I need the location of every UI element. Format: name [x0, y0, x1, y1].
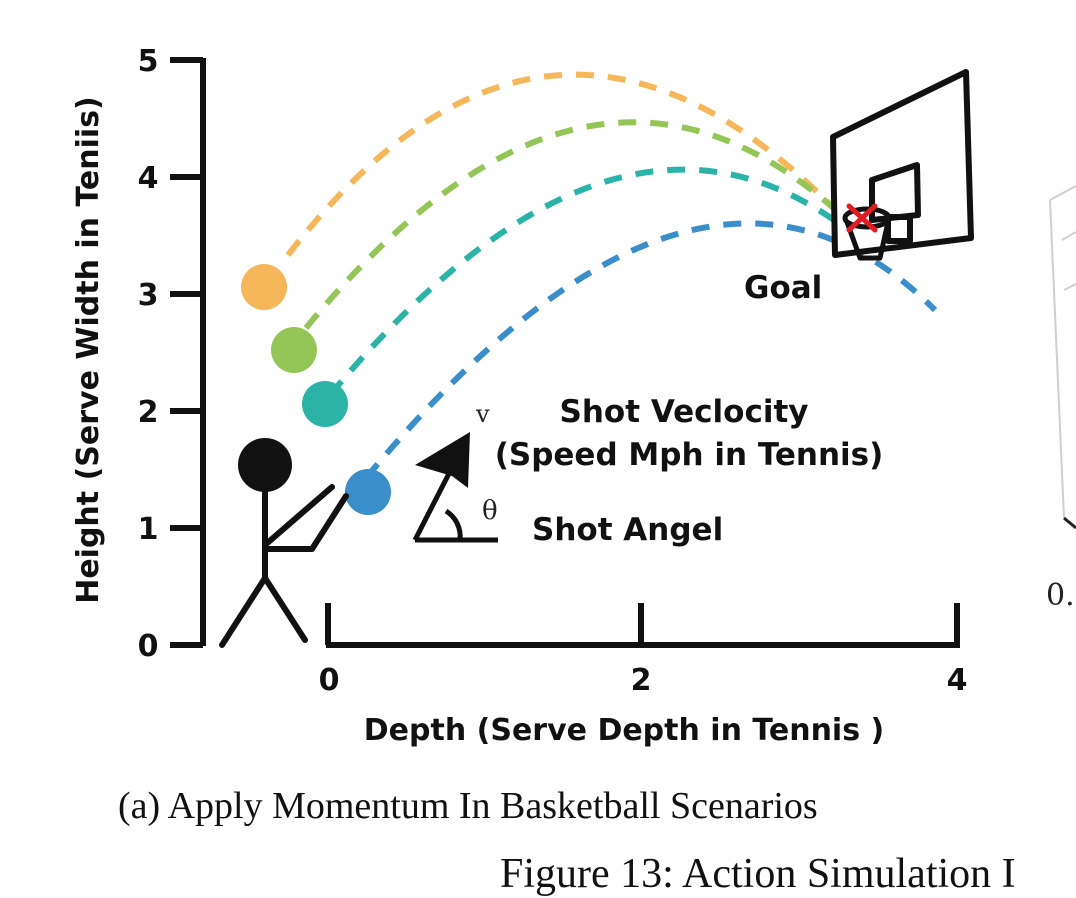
x-tick-label: 4 [947, 663, 968, 698]
velocity-arrow-head [415, 432, 470, 488]
y-tick-label: 4 [138, 161, 159, 196]
y-axis [170, 57, 206, 648]
y-tick-label: 1 [138, 512, 159, 547]
trajectory-green [303, 119, 865, 330]
net [844, 221, 891, 261]
right-panel-tick-label: 0. [1046, 578, 1075, 613]
balls [241, 264, 391, 515]
y-tick-labels: 5 4 3 2 1 0 [138, 44, 159, 664]
target-x-icon [846, 203, 878, 233]
trajectory-orange [285, 71, 853, 257]
goal-label: Goal [744, 270, 822, 306]
ball-green [271, 327, 317, 373]
basketball-hoop [830, 69, 974, 261]
subfigure-caption: (a) Apply Momentum In Basketball Scenari… [118, 785, 818, 827]
right-panel-tick [1063, 516, 1076, 530]
ball-blue [345, 469, 391, 515]
velocity-label: Shot Veclocity [560, 394, 809, 430]
right-panel-fragment [1049, 185, 1076, 519]
rim [842, 206, 892, 230]
x-axis-label: Depth (Serve Depth in Tennis ) [364, 713, 884, 748]
stick-figure-player [219, 438, 349, 648]
y-tick-label: 0 [138, 629, 159, 664]
y-tick-label: 5 [138, 44, 159, 79]
x-tick-label: 2 [631, 663, 652, 698]
v-symbol: v [475, 400, 490, 428]
x-axis [325, 603, 960, 648]
x-tick-labels: 0 2 4 [319, 663, 968, 698]
ball-teal [302, 381, 348, 427]
trajectory-blue [363, 220, 938, 480]
ball-orange [241, 264, 287, 310]
angle-label: Shot Angel [532, 512, 723, 548]
x-tick-label: 0 [319, 663, 340, 698]
y-tick-label: 3 [138, 278, 159, 313]
y-tick-label: 2 [138, 395, 159, 430]
y-axis-label: Height (Serve Width in Teniis) [71, 96, 106, 604]
velocity-sub-label: (Speed Mph in Tennis) [495, 437, 884, 473]
theta-symbol: θ [482, 496, 498, 526]
trajectories [285, 71, 938, 480]
trajectory-teal [327, 166, 874, 397]
figure-caption: Figure 13: Action Simulation I [500, 851, 1016, 897]
